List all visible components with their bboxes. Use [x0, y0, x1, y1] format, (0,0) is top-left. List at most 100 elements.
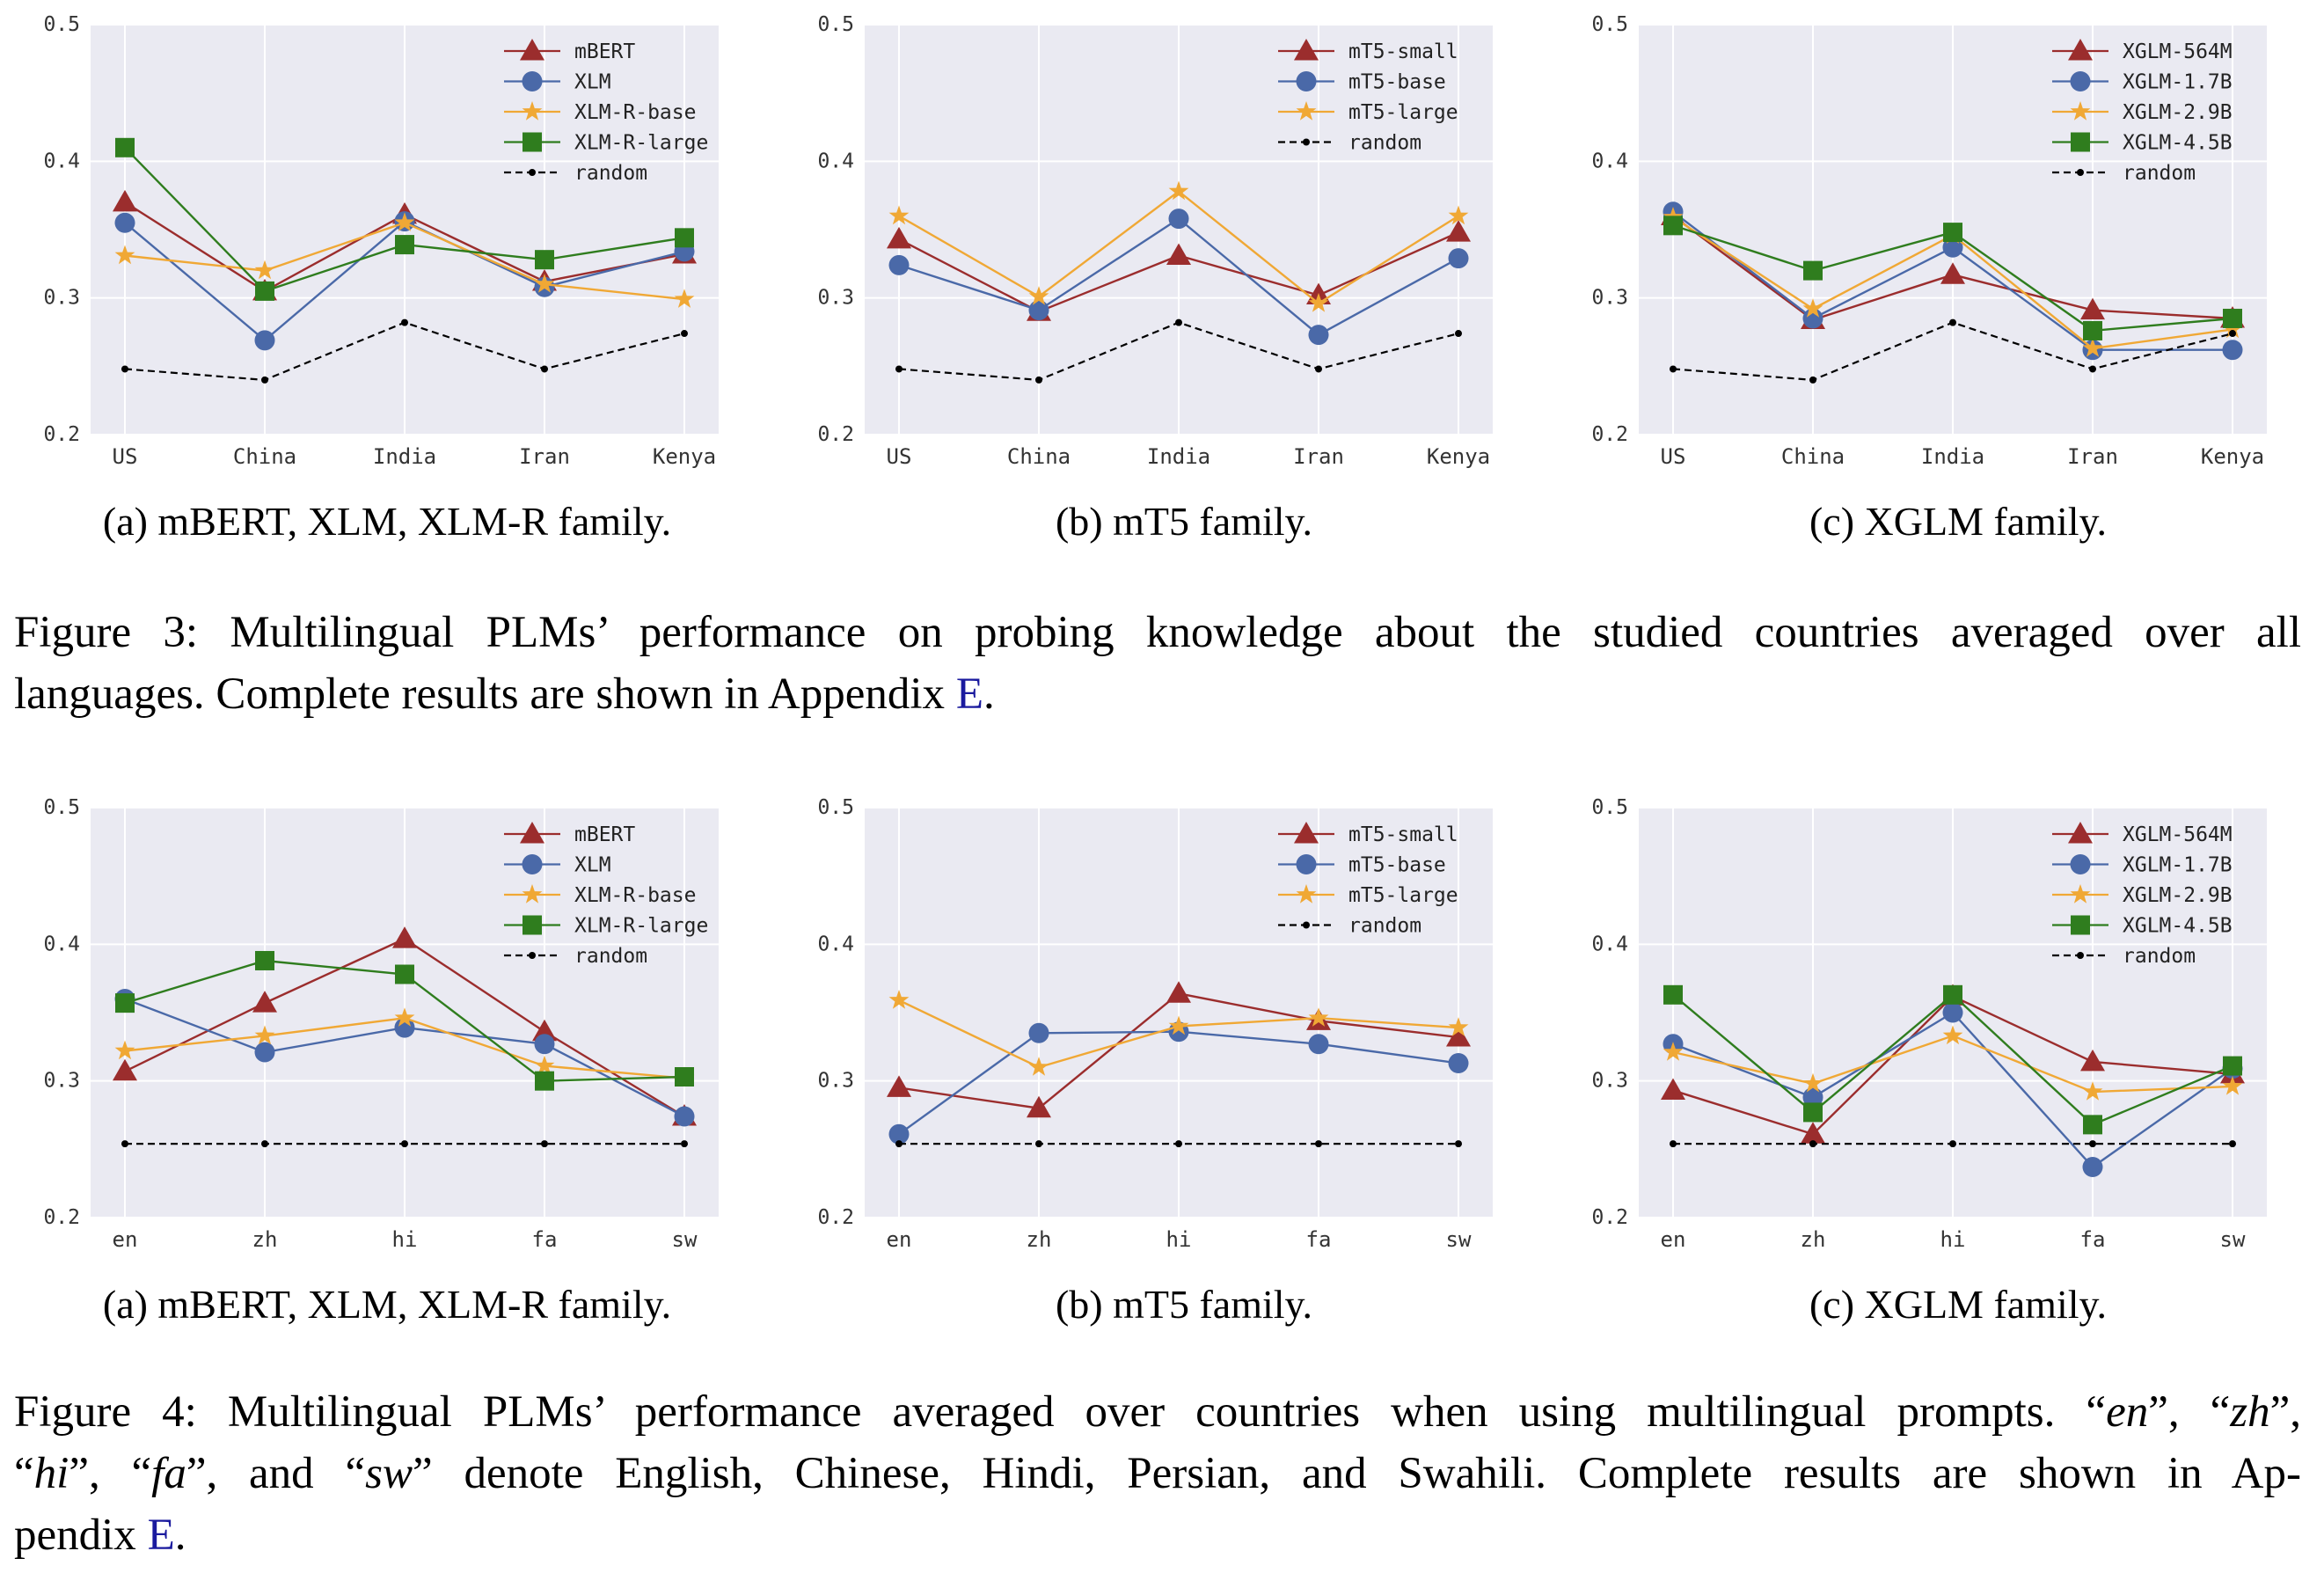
y-tick-label: 0.2: [1591, 1206, 1628, 1229]
data-point: [535, 250, 554, 270]
data-point: [674, 1106, 695, 1127]
y-tick-label: 0.4: [817, 150, 854, 172]
data-point: [1175, 318, 1182, 326]
figure3-caption-line1: Figure 3: Multilingual PLMs’ performance…: [14, 608, 2301, 657]
chart-fig3c: 0.2 0.3 0.4 0.5 US China India Iran Kenya XGLM-56…: [1591, 13, 2267, 469]
data-point: [2080, 1049, 2105, 1072]
data-point: [113, 1058, 137, 1081]
data-point: [1448, 1017, 1469, 1036]
legend-marker: [522, 71, 543, 91]
legend: mT5-small mT5-base mT5-large random: [1278, 39, 1458, 155]
legend-item: XGLM-2.9B: [2052, 884, 2233, 907]
data-point: [254, 330, 275, 351]
legend-marker: [523, 915, 542, 935]
data-point: [1940, 262, 1965, 284]
data-point: [888, 254, 910, 275]
data-point: [1035, 376, 1042, 384]
legend-item: XLM: [504, 71, 611, 94]
data-point: [2223, 1056, 2242, 1076]
x-tick-label: zh: [1027, 1227, 1052, 1252]
data-point: [887, 226, 911, 249]
x-tick-label: en: [1661, 1227, 1686, 1252]
legend-marker: [1303, 921, 1310, 929]
legend-label: random: [574, 945, 647, 968]
legend-marker: [1294, 822, 1319, 844]
data-point: [887, 1075, 911, 1097]
legend-marker: [2077, 952, 2084, 959]
data-point: [2082, 1081, 2103, 1101]
y-tick-label: 0.3: [1591, 287, 1628, 310]
x-tick-label: sw: [2220, 1227, 2246, 1252]
legend-label: mT5-base: [1348, 71, 1446, 94]
data-point: [895, 1140, 903, 1148]
appendix-link[interactable]: E: [955, 669, 983, 719]
series-random: [121, 1140, 688, 1148]
series-XLM-R-large: [115, 137, 694, 301]
data-point: [395, 235, 414, 255]
legend-label: random: [574, 162, 647, 185]
data-point: [254, 260, 275, 280]
data-point: [1028, 286, 1049, 305]
legend-label: mT5-large: [1348, 101, 1458, 124]
series-XLM-R-large: [115, 950, 694, 1091]
data-point: [1949, 1140, 1956, 1148]
data-point: [888, 990, 910, 1009]
data-point: [261, 376, 268, 384]
x-tick-label: en: [887, 1227, 912, 1252]
data-point: [534, 274, 555, 293]
data-point: [1663, 1042, 1684, 1061]
y-tick-label: 0.4: [1591, 933, 1628, 955]
x-tick-label: Iran: [1293, 444, 1344, 469]
data-point: [1663, 216, 1683, 236]
series-random: [121, 318, 688, 384]
series-mT5-large: [888, 180, 1469, 312]
chart-fig3a: 0.2 0.3 0.4 0.5 US China India Iran Kenya mBERT XL…: [43, 13, 719, 469]
legend-item: XGLM-564M: [2052, 822, 2233, 846]
legend-item: XGLM-4.5B: [2052, 132, 2233, 155]
data-point: [2222, 318, 2243, 339]
y-tick-label: 0.4: [1591, 150, 1628, 172]
legend-item: random: [1278, 915, 1421, 938]
legend-marker: [520, 39, 544, 61]
data-point: [1943, 223, 1962, 243]
x-tick-label: US: [1661, 444, 1686, 469]
series-mT5-large: [888, 990, 1469, 1076]
data-point: [1801, 1122, 1825, 1144]
data-point: [1455, 1140, 1462, 1148]
x-tick-label: fa: [2080, 1227, 2106, 1252]
y-tick-label: 0.3: [817, 1070, 854, 1093]
legend-item: XGLM-2.9B: [2052, 101, 2233, 124]
data-point: [2083, 320, 2102, 340]
figure4-caption-line1: Figure 4: Multilingual PLMs’ performance…: [14, 1387, 2301, 1437]
legend-marker: [2071, 132, 2090, 152]
legend-item: random: [2052, 162, 2196, 185]
series-XGLM-4.5B: [1663, 984, 2242, 1135]
data-point: [395, 964, 414, 984]
data-point: [681, 330, 688, 338]
data-point: [1809, 376, 1816, 384]
legend-marker: [1296, 854, 1317, 874]
x-tick-label: Kenya: [653, 444, 716, 469]
x-tick-label: Iran: [2067, 444, 2118, 469]
legend-marker: [522, 854, 543, 874]
data-point: [401, 1140, 408, 1148]
legend-marker: [2077, 169, 2084, 176]
data-point: [2222, 340, 2243, 361]
y-tick-label: 0.2: [43, 423, 80, 446]
legend-item: random: [1278, 132, 1421, 155]
legend-label: mT5-small: [1348, 40, 1458, 63]
appendix-link[interactable]: E: [147, 1511, 175, 1560]
data-point: [252, 991, 277, 1013]
legend-marker: [2068, 39, 2093, 61]
y-tick-label: 0.2: [817, 1206, 854, 1229]
series-XGLM-4.5B: [1663, 216, 2242, 340]
legend-label: XGLM-1.7B: [2123, 854, 2233, 877]
data-point: [895, 365, 903, 373]
legend-marker: [522, 884, 543, 904]
x-tick-label: hi: [392, 1227, 418, 1252]
legend-item: XGLM-4.5B: [2052, 915, 2233, 938]
legend-item: mT5-small: [1278, 822, 1458, 846]
legend-label: random: [1348, 915, 1421, 938]
x-tick-label: China: [1781, 444, 1845, 469]
legend-item: XLM-R-large: [504, 132, 708, 155]
